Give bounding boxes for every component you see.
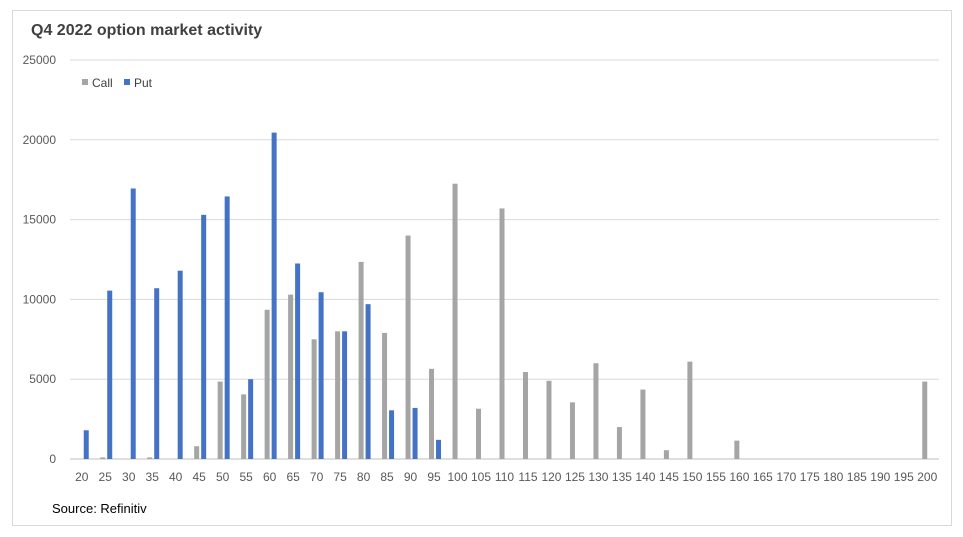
x-tick-label: 150 (682, 470, 702, 484)
x-tick-label: 80 (357, 470, 371, 484)
bar-call-135 (616, 427, 622, 459)
x-tick-label: 95 (427, 470, 441, 484)
x-tick-label: 125 (565, 470, 585, 484)
legend-label-put: Put (134, 76, 153, 90)
x-tick-label: 170 (776, 470, 796, 484)
bar-call-130 (593, 363, 599, 459)
y-tick-label: 20000 (23, 133, 57, 147)
x-tick-label: 115 (518, 470, 537, 484)
bar-put-25 (107, 290, 113, 459)
bar-call-105 (476, 408, 482, 459)
bar-call-50 (217, 381, 223, 459)
chart-title: Q4 2022 option market activity (31, 22, 263, 39)
x-tick-label: 20 (75, 470, 89, 484)
bar-call-150 (687, 361, 693, 459)
bar-call-85 (382, 332, 388, 459)
bar-call-120 (546, 380, 552, 459)
x-tick-label: 195 (894, 470, 914, 484)
bar-call-110 (499, 208, 505, 459)
bar-put-90 (412, 407, 418, 459)
legend-label-call: Call (92, 76, 113, 90)
bars (83, 132, 928, 460)
x-tick-label: 110 (495, 470, 514, 484)
x-tick-label: 175 (800, 470, 820, 484)
y-axis-ticks: 0 5000 10000 15000 20000 25000 (23, 53, 57, 466)
bar-put-75 (342, 331, 348, 459)
bar-call-90 (405, 235, 411, 459)
x-tick-label: 130 (588, 470, 608, 484)
bar-call-140 (640, 389, 646, 459)
x-tick-label: 75 (333, 470, 347, 484)
bar-call-115 (522, 372, 528, 459)
x-tick-label: 120 (541, 470, 561, 484)
legend-swatch-call (82, 79, 88, 85)
x-tick-label: 105 (471, 470, 491, 484)
bar-call-160 (734, 440, 740, 459)
bar-put-30 (130, 188, 136, 459)
bar-put-70 (318, 292, 324, 459)
bar-call-80 (358, 261, 364, 459)
y-tick-label: 25000 (23, 53, 57, 67)
x-tick-label: 200 (917, 470, 937, 484)
x-tick-label: 40 (169, 470, 183, 484)
x-tick-label: 165 (753, 470, 773, 484)
bar-put-20 (83, 430, 89, 459)
x-tick-label: 135 (612, 470, 632, 484)
bar-call-200 (922, 381, 928, 459)
bar-put-80 (365, 304, 371, 459)
bar-call-70 (311, 339, 317, 459)
x-tick-label: 90 (404, 470, 418, 484)
legend: Call Put (82, 76, 153, 90)
bar-call-125 (569, 402, 575, 459)
bar-call-95 (429, 368, 435, 459)
bar-put-65 (295, 263, 301, 459)
bar-call-100 (452, 183, 458, 459)
x-tick-label: 180 (823, 470, 843, 484)
bar-put-40 (177, 270, 183, 459)
x-tick-label: 70 (310, 470, 324, 484)
bar-call-60 (264, 309, 270, 459)
source-note: Source: Refinitiv (52, 501, 147, 516)
x-tick-label: 190 (870, 470, 890, 484)
x-tick-label: 100 (448, 470, 468, 484)
bar-put-95 (436, 439, 442, 459)
bar-call-145 (663, 450, 669, 459)
x-tick-label: 185 (847, 470, 867, 484)
x-axis-ticks: 20 25 30 35 40 45 50 55 60 65 70 75 80 85 90 95 100 105 11… (75, 470, 938, 484)
bar-put-50 (224, 196, 230, 459)
x-tick-label: 145 (659, 470, 679, 484)
x-tick-label: 60 (263, 470, 277, 484)
y-tick-label: 0 (49, 452, 56, 466)
y-tick-label: 10000 (23, 292, 57, 306)
x-tick-label: 140 (635, 470, 655, 484)
bar-call-35 (147, 457, 153, 459)
x-tick-label: 160 (729, 470, 749, 484)
legend-swatch-put (124, 79, 130, 85)
x-tick-label: 35 (146, 470, 160, 484)
bar-put-85 (389, 410, 395, 459)
x-tick-label: 30 (122, 470, 136, 484)
bar-call-75 (335, 331, 341, 459)
x-tick-label: 55 (239, 470, 253, 484)
bar-call-55 (241, 394, 247, 459)
y-tick-label: 15000 (23, 213, 57, 227)
x-tick-label: 155 (706, 470, 726, 484)
x-tick-label: 25 (99, 470, 113, 484)
y-tick-label: 5000 (29, 372, 56, 386)
x-tick-label: 45 (192, 470, 206, 484)
bar-put-55 (248, 379, 254, 459)
x-tick-label: 85 (380, 470, 394, 484)
bar-put-60 (271, 132, 277, 460)
chart-frame (12, 10, 952, 526)
bar-put-35 (154, 288, 160, 459)
bar-call-65 (288, 294, 294, 459)
bar-call-25 (100, 457, 106, 459)
bar-put-45 (201, 214, 207, 459)
bar-call-45 (194, 446, 200, 459)
x-tick-label: 50 (216, 470, 230, 484)
x-tick-label: 65 (286, 470, 300, 484)
